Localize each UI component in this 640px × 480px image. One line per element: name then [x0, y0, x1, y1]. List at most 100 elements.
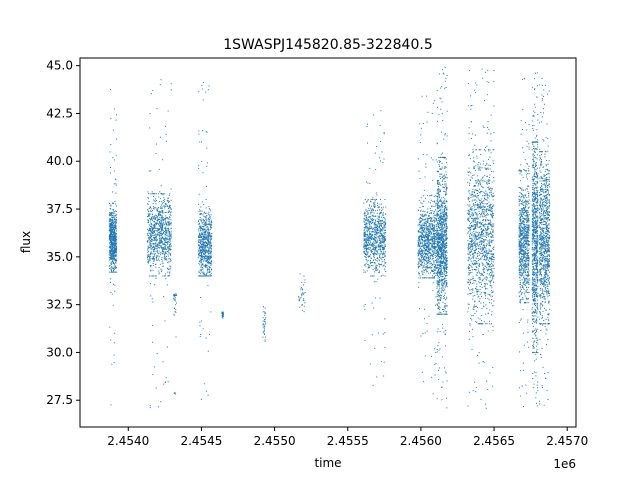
data-point — [382, 333, 384, 335]
data-point — [432, 264, 434, 266]
data-point — [303, 300, 305, 302]
data-point — [425, 228, 427, 230]
data-point — [368, 209, 370, 211]
data-point — [423, 237, 425, 239]
data-point — [445, 176, 447, 178]
data-point — [204, 250, 206, 252]
data-point — [154, 239, 156, 241]
data-point — [152, 231, 154, 233]
data-point — [441, 217, 443, 219]
data-point — [201, 233, 203, 235]
data-point — [115, 239, 117, 241]
data-point — [115, 252, 117, 254]
data-point — [152, 324, 154, 326]
data-point — [147, 257, 149, 259]
data-point — [210, 268, 212, 270]
data-point — [109, 208, 111, 210]
data-point — [147, 246, 149, 248]
data-point — [374, 245, 376, 247]
data-point — [207, 243, 209, 245]
data-point — [168, 221, 170, 223]
data-point — [443, 263, 445, 265]
data-point — [109, 89, 111, 91]
data-point — [439, 284, 441, 286]
data-point — [203, 272, 205, 274]
data-point — [162, 232, 164, 234]
data-point — [384, 222, 386, 224]
data-point — [370, 275, 372, 277]
data-point — [438, 299, 440, 301]
data-point — [166, 230, 168, 232]
data-point — [440, 235, 442, 237]
data-point — [369, 259, 371, 261]
data-point — [112, 232, 114, 234]
data-point — [437, 271, 439, 273]
data-point — [374, 237, 376, 239]
data-point — [209, 246, 211, 248]
data-point — [433, 215, 435, 217]
data-point — [380, 229, 382, 231]
data-point — [149, 229, 151, 231]
data-point — [440, 232, 442, 234]
data-point — [204, 248, 206, 250]
data-point — [446, 188, 448, 190]
data-point — [376, 251, 378, 253]
data-point — [205, 265, 207, 267]
data-point — [383, 248, 385, 250]
data-point — [201, 212, 203, 214]
data-point — [431, 212, 433, 214]
data-point — [202, 273, 204, 275]
data-point — [368, 246, 370, 248]
data-point — [440, 168, 442, 170]
data-point — [425, 257, 427, 259]
data-point — [446, 234, 448, 236]
data-point — [112, 129, 114, 131]
data-point — [205, 274, 207, 276]
data-point — [208, 270, 210, 272]
data-point — [438, 274, 440, 276]
data-point — [421, 202, 423, 204]
data-point — [369, 247, 371, 249]
data-point — [427, 235, 429, 237]
data-point — [112, 255, 114, 257]
data-point — [168, 235, 170, 237]
data-point — [429, 252, 431, 254]
data-point — [364, 236, 366, 238]
data-point — [366, 261, 368, 263]
data-point — [173, 296, 175, 298]
data-point — [114, 235, 116, 237]
data-point — [161, 226, 163, 228]
data-point — [162, 248, 164, 250]
data-point — [303, 292, 305, 294]
data-point — [150, 210, 152, 212]
data-point — [209, 223, 211, 225]
data-point — [370, 227, 372, 229]
data-point — [424, 355, 426, 357]
data-point — [204, 220, 206, 222]
data-point — [370, 210, 372, 212]
data-point — [422, 228, 424, 230]
data-point — [427, 218, 429, 220]
data-point — [208, 239, 210, 241]
data-point — [425, 249, 427, 251]
data-point — [153, 193, 155, 195]
data-point — [417, 244, 419, 246]
data-point — [366, 249, 368, 251]
data-point — [380, 225, 382, 227]
data-point — [165, 125, 167, 127]
data-point — [426, 262, 428, 264]
data-point — [368, 227, 370, 229]
data-point — [162, 194, 164, 196]
data-point — [442, 256, 444, 258]
data-point — [111, 258, 113, 260]
data-point — [373, 223, 375, 225]
data-point — [438, 220, 440, 222]
data-point — [420, 228, 422, 230]
data-point — [373, 219, 375, 221]
data-point — [173, 294, 175, 296]
data-point — [204, 233, 206, 235]
data-point — [384, 221, 386, 223]
data-point — [208, 258, 210, 260]
data-point — [426, 261, 428, 263]
data-point — [202, 271, 204, 273]
